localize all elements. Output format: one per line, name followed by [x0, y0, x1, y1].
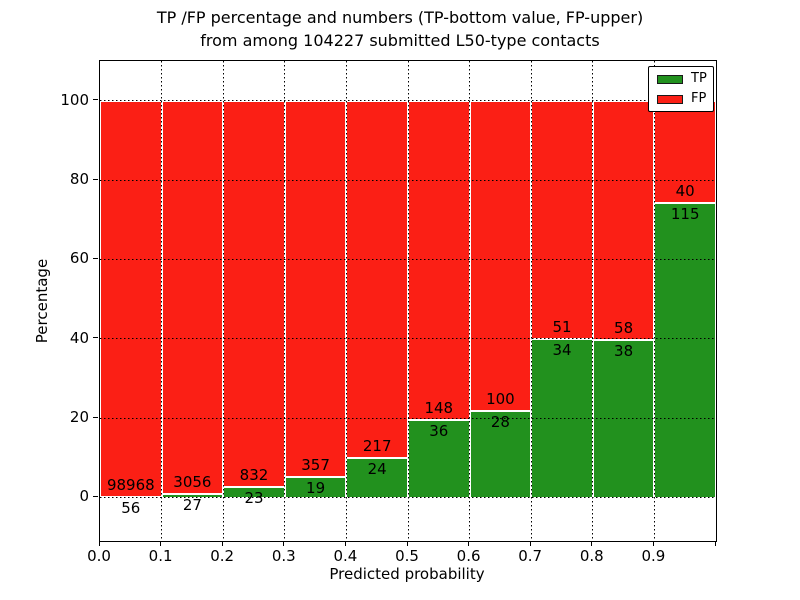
- x-tick-label: 0.6: [456, 547, 481, 565]
- x-tick-label: 0.9: [641, 547, 666, 565]
- x-tick-mark: [344, 541, 346, 546]
- bar-segment-fp: [654, 100, 716, 204]
- bar-segment-fp: [408, 100, 470, 420]
- x-tick-mark: [591, 541, 593, 546]
- legend-label-tp: TP: [691, 71, 707, 86]
- bars-layer: [100, 61, 716, 541]
- bar-segment-tp: [531, 338, 593, 498]
- x-tick-mark: [468, 541, 470, 546]
- bar-segment-tp: [408, 419, 470, 498]
- bar-segment-tp: [223, 486, 285, 498]
- bar-segment-fp: [346, 100, 408, 458]
- bar-segment-tp: [161, 493, 224, 498]
- chart-title: TP /FP percentage and numbers (TP-bottom…: [0, 6, 800, 52]
- bar-segment-tp: [592, 340, 655, 498]
- y-tick-mark: [93, 416, 98, 418]
- x-tick-mark: [98, 541, 100, 546]
- legend-swatch-fp-icon: [657, 94, 683, 104]
- x-tick-label: 0.7: [518, 547, 543, 565]
- x-tick-mark: [406, 541, 408, 546]
- y-tick-mark: [93, 99, 98, 101]
- x-tick-mark: [283, 541, 285, 546]
- y-axis-label: Percentage: [33, 258, 51, 344]
- y-tick-label: 80: [69, 170, 89, 188]
- bar-segment-fp: [284, 100, 347, 478]
- bar-segment-fp: [161, 100, 224, 494]
- legend-label-fp: FP: [691, 91, 707, 106]
- x-tick-label: 0.3: [271, 547, 296, 565]
- y-tick-mark: [93, 337, 98, 339]
- y-tick-mark: [93, 495, 98, 497]
- legend-swatch-tp-icon: [657, 74, 683, 84]
- legend-item-fp: FP: [649, 91, 713, 107]
- bar-segment-tp: [654, 203, 716, 498]
- x-tick-mark: [221, 541, 223, 546]
- chart-title-line2: from among 104227 submitted L50-type con…: [200, 31, 600, 50]
- bar-segment-tp: [100, 497, 162, 499]
- bar-segment-tp: [346, 457, 408, 498]
- x-axis-label: Predicted probability: [329, 565, 485, 583]
- plot-area: 98968 56 3056 27 832 23 357 19 217 24 148 36 100 28 51…: [99, 60, 717, 542]
- x-tick-label: 0.4: [333, 547, 358, 565]
- x-tick-mark: [529, 541, 531, 546]
- x-tick-label: 0.1: [148, 547, 173, 565]
- chart-title-line1: TP /FP percentage and numbers (TP-bottom…: [156, 8, 644, 27]
- y-tick-label: 20: [69, 408, 89, 427]
- bar-segment-fp: [223, 100, 285, 487]
- y-tick-mark: [93, 257, 98, 259]
- bar-segment-tp: [284, 477, 347, 498]
- x-tick-mark: [652, 541, 654, 546]
- x-tick-label: 0.2: [210, 547, 235, 565]
- bar-segment-fp: [469, 100, 532, 411]
- legend: TP FP: [648, 66, 714, 112]
- y-tick-label: 60: [69, 249, 89, 268]
- y-tick-label: 100: [60, 90, 89, 109]
- bar-segment-fp: [592, 100, 655, 341]
- x-tick-mark: [160, 541, 162, 546]
- legend-item-tp: TP: [649, 71, 713, 87]
- bar-segment-fp: [531, 100, 593, 339]
- bar-segment-tp: [469, 410, 532, 498]
- y-tick-mark: [93, 178, 98, 180]
- x-tick-label: 0.5: [395, 547, 419, 565]
- x-tick-mark: [714, 541, 716, 546]
- x-tick-label: 0.8: [579, 547, 604, 565]
- bar-segment-fp: [100, 100, 162, 498]
- x-tick-label: 0.0: [87, 547, 111, 565]
- y-tick-label: 40: [69, 328, 89, 347]
- y-tick-label: 0: [79, 487, 89, 506]
